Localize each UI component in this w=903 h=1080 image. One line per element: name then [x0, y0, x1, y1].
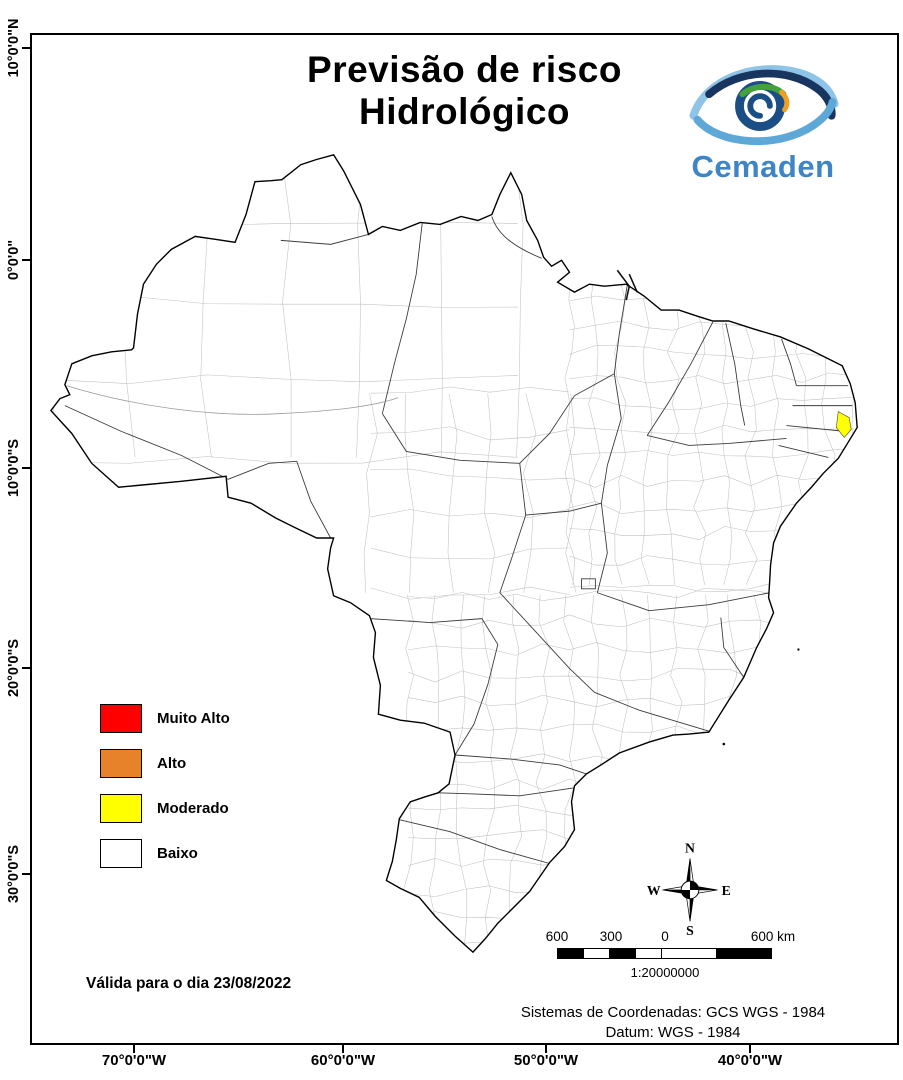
legend-swatch-baixo [100, 838, 142, 868]
logo-wordmark: Cemaden [691, 149, 835, 184]
island-dot [797, 648, 800, 651]
scale-segment [661, 948, 717, 959]
legend-swatch-muito-alto [100, 703, 142, 733]
axis-tick [749, 1045, 751, 1053]
page-title: Previsão de risco Hidrológico [32, 49, 897, 133]
legend-item-alto: Alto [100, 748, 230, 778]
river-solimoes [66, 385, 399, 415]
axis-tick [22, 259, 30, 261]
scale-bar-segments [557, 948, 772, 959]
scale-label-300: 300 [599, 929, 623, 944]
compass-rose: N S W E [647, 841, 731, 937]
coordinate-system-line1: Sistemas de Coordenadas: GCS WGS - 1984 [520, 1004, 826, 1021]
axis-tick [545, 1045, 547, 1053]
scale-ratio: 1:20000000 [630, 965, 700, 980]
page-title-line2: Hidrológico [358, 90, 571, 132]
scale-bar: 600 300 0 600 km 1:20000000 [546, 929, 795, 985]
scale-segment [609, 948, 636, 959]
map-frame: Previsão de risco Hidrológico Cemaden Mu… [30, 33, 899, 1045]
axis-tick [22, 47, 30, 49]
legend-item-moderado: Moderado [100, 793, 230, 823]
legend-swatch-alto [100, 748, 142, 778]
legend-label: Muito Alto [157, 709, 230, 727]
scale-segment [635, 948, 662, 959]
axis-label-lon-60w: 60°0'0"W [310, 1052, 376, 1069]
axis-label-lat-0: 0°0'0" [6, 239, 22, 281]
island-dot [722, 742, 726, 746]
axis-tick [342, 1045, 344, 1053]
risk-highlight [835, 411, 852, 438]
compass-n-label: N [685, 841, 695, 856]
axis-tick [133, 1045, 135, 1053]
axis-label-lat-30s: 30°0'0"S [6, 844, 22, 904]
legend-label: Moderado [157, 799, 229, 817]
scale-label-600-right: 600 km [750, 929, 796, 944]
compass-s-label: S [686, 923, 694, 937]
scale-label-0: 0 [661, 929, 669, 944]
scale-segment [716, 948, 772, 959]
legend-swatch-moderado [100, 793, 142, 823]
cemaden-eye-icon [689, 65, 839, 146]
legend-label: Baixo [157, 844, 198, 862]
axis-tick [22, 667, 30, 669]
compass-e-label: E [722, 883, 731, 898]
river-delta-marks [616, 269, 638, 301]
axis-tick [22, 467, 30, 469]
legend: Muito Alto Alto Moderado Baixo [100, 703, 230, 883]
scale-label-600-left: 600 [545, 929, 569, 944]
legend-item-muito-alto: Muito Alto [100, 703, 230, 733]
coordinate-system-note: Sistemas de Coordenadas: GCS WGS - 1984 … [453, 1003, 893, 1044]
cemaden-logo: Cemaden [671, 55, 855, 185]
axis-label-lon-50w: 50°0'0"W [513, 1052, 579, 1069]
scale-segment [557, 948, 584, 959]
compass-w-label: W [647, 883, 661, 898]
axis-label-lon-70w: 70°0'0"W [101, 1052, 167, 1069]
axis-label-lat-10s: 10°0'0"S [6, 438, 22, 498]
axis-label-lat-20s: 20°0'0"S [6, 638, 22, 698]
legend-item-baixo: Baixo [100, 838, 230, 868]
legend-label: Alto [157, 754, 187, 772]
coordinate-system-line2: Datum: WGS - 1984 [605, 1024, 741, 1042]
axis-label-lat-10n: 10°0'0"N [6, 18, 22, 78]
brazil-map [50, 153, 858, 954]
axis-label-lon-40w: 40°0'0"W [717, 1052, 783, 1069]
scale-segment [583, 948, 610, 959]
axis-tick [22, 873, 30, 875]
page-title-line1: Previsão de risco [307, 49, 622, 90]
validity-note: Válida para o dia 23/08/2022 [86, 975, 292, 992]
